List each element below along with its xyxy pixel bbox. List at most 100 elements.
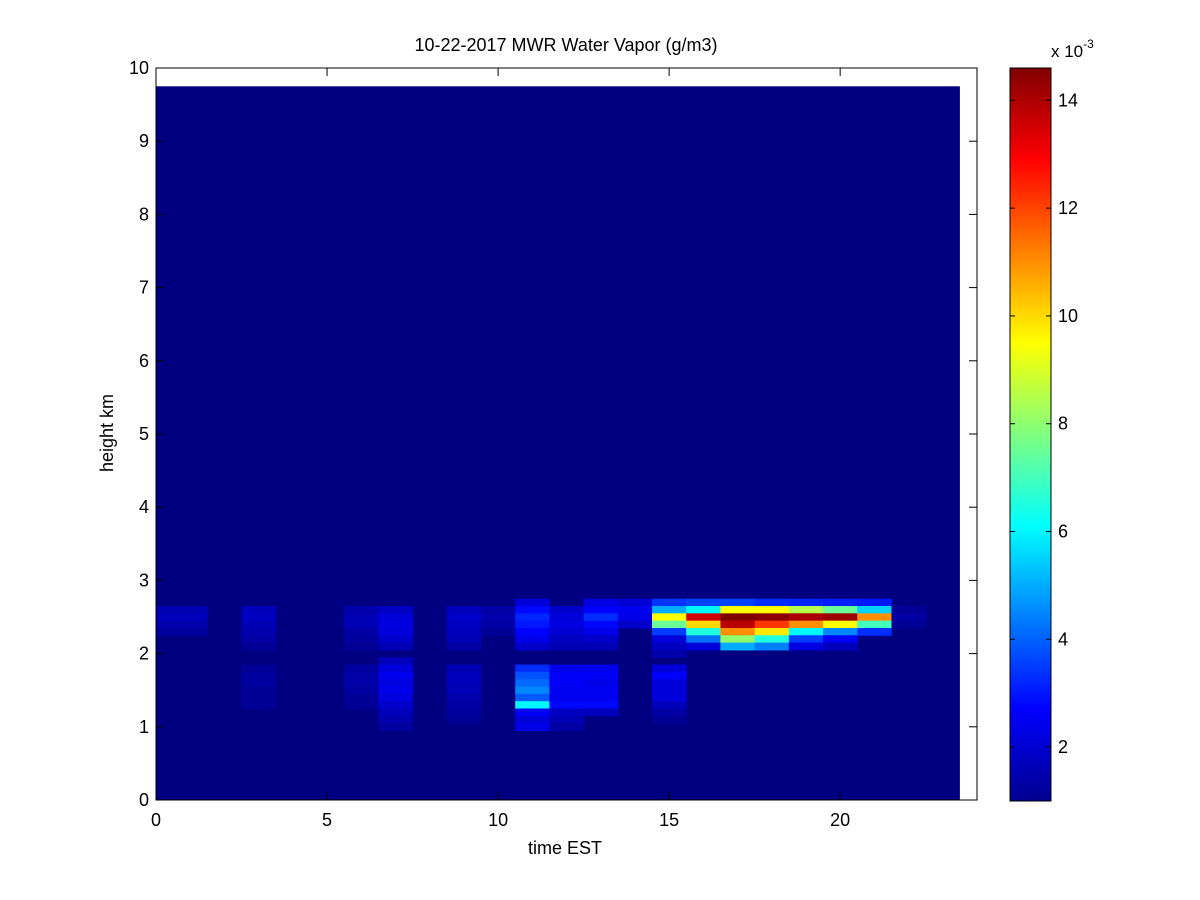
heatmap-cell (549, 635, 585, 644)
heatmap-cell (857, 606, 892, 614)
x-tick-label: 5 (322, 810, 332, 830)
heatmap-cell (754, 613, 790, 622)
heatmap-cell (720, 598, 756, 607)
heatmap-cell (823, 613, 858, 622)
heatmap-cell (788, 606, 824, 614)
heatmap-cell (241, 635, 277, 644)
heatmap-cell (378, 693, 414, 702)
heatmap-cell (583, 627, 619, 636)
heatmap-cell (446, 708, 482, 717)
heatmap-cell (241, 686, 277, 695)
y-tick-label: 5 (139, 424, 149, 444)
heatmap-cell (378, 635, 414, 644)
colorbar-tick-label: 4 (1058, 629, 1068, 649)
heatmap-cell (446, 620, 482, 629)
heatmap-cell (549, 708, 585, 717)
heatmap-cell (515, 708, 550, 717)
heatmap-cell (583, 620, 619, 629)
heatmap-cell (378, 657, 414, 666)
heatmap-cell (652, 606, 687, 614)
heatmap-cell (173, 613, 208, 622)
heatmap-cell (446, 671, 482, 680)
heatmap-cell (652, 642, 687, 651)
heatmap-cell (720, 642, 756, 651)
heatmap-cell (515, 679, 550, 688)
heatmap-cell (686, 620, 721, 629)
x-tick-label: 0 (151, 810, 161, 830)
heatmap-cell (446, 693, 482, 702)
heatmap-cell (788, 627, 824, 636)
heatmap-cell (583, 708, 619, 717)
heatmap-cell (378, 701, 414, 709)
heatmap-cell (378, 620, 414, 629)
heatmap-cell (241, 701, 277, 709)
heatmap-cell (515, 693, 550, 702)
heatmap-cell (652, 649, 687, 658)
heatmap-cell (720, 613, 756, 622)
heatmap-cell (857, 613, 892, 622)
heatmap-cell (549, 664, 585, 673)
heatmap-cell (617, 620, 653, 629)
heatmap-cell (549, 606, 585, 614)
x-tick-label: 10 (488, 810, 508, 830)
y-tick-label: 8 (139, 204, 149, 224)
heatmap-cell (823, 635, 858, 644)
heatmap-cell (788, 598, 824, 607)
heatmap-cell (754, 620, 790, 629)
heatmap-cell (156, 620, 174, 629)
heatmap-cell (378, 664, 414, 673)
heatmap-cell (788, 620, 824, 629)
heatmap-cell (720, 620, 756, 629)
heatmap-cell (549, 679, 585, 688)
y-tick-label: 3 (139, 570, 149, 590)
heatmap-cell (549, 701, 585, 709)
heatmap-cell (446, 715, 482, 724)
colorbar-multiplier-base: x 10 (1051, 42, 1083, 61)
heatmap-cell (583, 693, 619, 702)
x-tick-label: 20 (830, 810, 850, 830)
heatmap-cell (378, 679, 414, 688)
heatmap-cell (446, 627, 482, 636)
plot-frame (155, 67, 978, 801)
x-tick-label: 15 (659, 810, 679, 830)
heatmap-cell (652, 686, 687, 695)
heatmap-cell (515, 723, 550, 731)
y-tick-label: 1 (139, 717, 149, 737)
heatmap-cell (173, 627, 208, 636)
heatmap-cell (652, 664, 687, 673)
heatmap-cell (241, 679, 277, 688)
colorbar-tick-label: 12 (1058, 198, 1078, 218)
heatmap-cell (754, 627, 790, 636)
heatmap-cell (549, 671, 585, 680)
heatmap-cell (515, 627, 550, 636)
colorbar-tick-label: 8 (1058, 414, 1068, 434)
heatmap-cell (823, 642, 858, 651)
y-axis-label: height km (97, 394, 117, 472)
heatmap-cell (480, 620, 516, 629)
heatmap-cell (173, 606, 208, 614)
heatmap-cell (446, 635, 482, 644)
heatmap-cell (241, 606, 277, 614)
heatmap-cell (344, 671, 379, 680)
heatmap-cell (344, 701, 379, 709)
heatmap-cell (720, 635, 756, 644)
heatmap-cell (344, 613, 379, 622)
heatmap-cell (156, 627, 174, 636)
heatmap-cell (446, 686, 482, 695)
heatmap-cell (823, 598, 858, 607)
heatmap-cell (515, 664, 550, 673)
colorbar-tick-label: 2 (1058, 737, 1068, 757)
heatmap-cell (515, 686, 550, 695)
heatmap-cell (891, 613, 927, 622)
heatmap-cell (378, 606, 414, 614)
heatmap-cell (241, 613, 277, 622)
colorbar-tick-label: 14 (1058, 90, 1078, 110)
heatmap-cell (686, 635, 721, 644)
heatmap-cell (652, 671, 687, 680)
heatmap-cell (652, 701, 687, 709)
heatmap-cells (156, 86, 960, 801)
heatmap-cell (515, 620, 550, 629)
heatmap-cell (446, 606, 482, 614)
x-axis-label: time EST (528, 838, 602, 858)
heatmap-cell (344, 606, 379, 614)
